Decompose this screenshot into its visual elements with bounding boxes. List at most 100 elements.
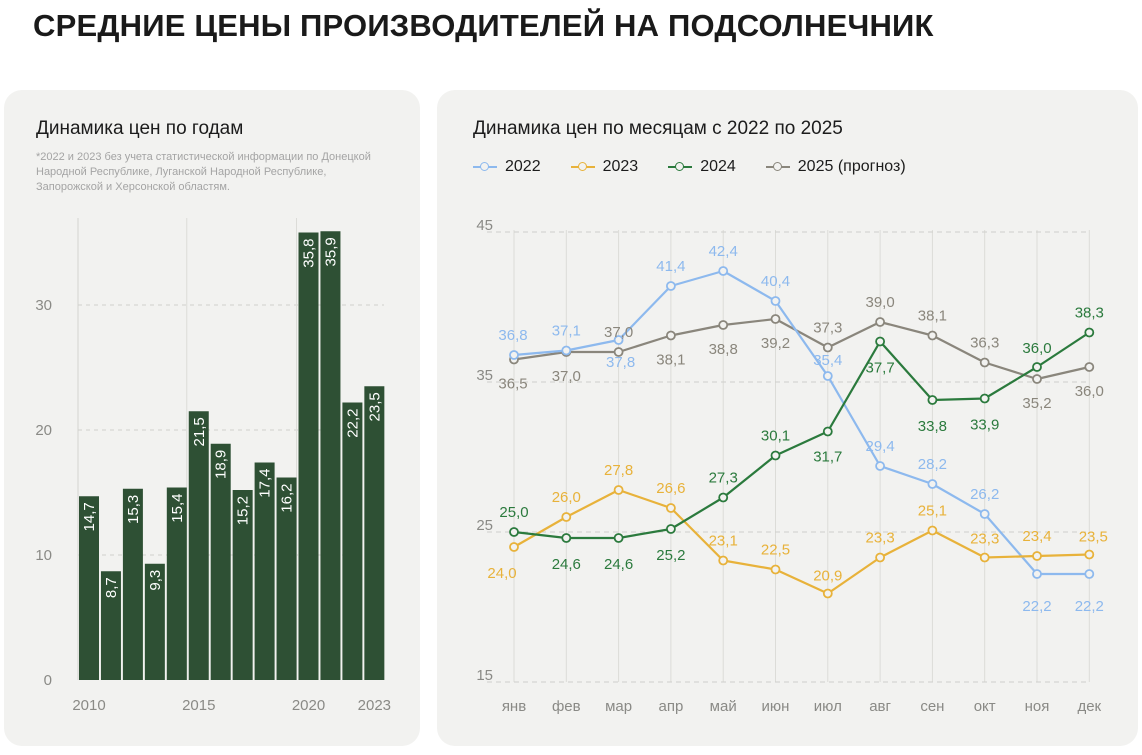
line-series-2024 bbox=[513, 331, 1090, 540]
data-label: 25,1 bbox=[918, 503, 947, 520]
data-label: 38,3 bbox=[1075, 305, 1104, 322]
data-label: 23,3 bbox=[865, 530, 894, 547]
data-label: 42,4 bbox=[709, 243, 738, 260]
monthly-chart-card: Динамика цен по месяцам с 2022 по 2025 2… bbox=[437, 90, 1138, 746]
data-point bbox=[875, 461, 886, 471]
data-label: 23,3 bbox=[970, 531, 999, 548]
data-label: 39,2 bbox=[761, 335, 790, 352]
data-point bbox=[665, 524, 676, 534]
legend-item: 2023 bbox=[570, 158, 639, 176]
data-point bbox=[1084, 362, 1095, 372]
data-point bbox=[1032, 551, 1042, 561]
data-label: 33,8 bbox=[918, 418, 947, 435]
data-point bbox=[718, 320, 729, 330]
data-label: 35,2 bbox=[1022, 395, 1051, 412]
x-tick-label: май bbox=[710, 698, 737, 715]
line-series-2023 bbox=[513, 488, 1090, 595]
bar-2019 bbox=[276, 477, 297, 680]
bar-value-label: 21,5 bbox=[191, 417, 208, 446]
data-label: 37,0 bbox=[552, 368, 581, 385]
legend-marker bbox=[480, 162, 489, 171]
data-label: 25,0 bbox=[499, 504, 528, 521]
data-point bbox=[822, 342, 833, 353]
y-tick-label: 0 bbox=[44, 672, 52, 689]
bar-2023 bbox=[364, 386, 385, 680]
data-point bbox=[561, 533, 572, 543]
data-label: 36,8 bbox=[498, 327, 527, 344]
data-point bbox=[1032, 374, 1042, 384]
bar-value-label: 17,4 bbox=[257, 469, 274, 498]
bar-value-label: 9,3 bbox=[147, 570, 164, 591]
data-label: 22,2 bbox=[1022, 598, 1051, 615]
x-tick-label: 2015 bbox=[182, 697, 215, 714]
bar-2020 bbox=[298, 232, 319, 680]
data-point bbox=[561, 345, 572, 356]
data-label: 24,0 bbox=[487, 565, 516, 582]
data-label: 33,9 bbox=[970, 417, 999, 434]
x-tick-label: дек bbox=[1077, 698, 1101, 715]
yearly-chart-card: Динамика цен по годам *2022 и 2023 без у… bbox=[4, 90, 420, 746]
data-label: 27,8 bbox=[604, 462, 633, 479]
bar-value-label: 14,7 bbox=[81, 502, 98, 531]
legend-marker bbox=[577, 162, 587, 171]
data-point bbox=[613, 533, 624, 543]
data-point bbox=[1032, 569, 1042, 579]
bar-2016 bbox=[210, 443, 231, 680]
data-label: 22,2 bbox=[1075, 598, 1104, 615]
data-label: 23,5 bbox=[1079, 529, 1108, 546]
bar-2021 bbox=[320, 231, 341, 680]
bar-2013 bbox=[144, 563, 165, 680]
data-point bbox=[875, 552, 886, 563]
legend-label: 2023 bbox=[602, 158, 639, 175]
page-title: СРЕДНИЕ ЦЕНЫ ПРОИЗВОДИТЕЛЕЙ НА ПОДСОЛНЕЧ… bbox=[33, 8, 934, 43]
data-point bbox=[770, 450, 781, 461]
legend-label: 2022 bbox=[505, 158, 541, 175]
legend-marker bbox=[675, 162, 685, 171]
yearly-bar-chart: 0 10 20 30 14,7 8,7 15,3 9,3 15,4 21,5 18,9 15,2 17,… bbox=[35, 218, 391, 714]
legend-label: 2024 bbox=[700, 158, 736, 175]
data-label: 28,2 bbox=[918, 456, 947, 473]
data-label: 30,1 bbox=[761, 428, 790, 445]
data-point bbox=[1032, 362, 1042, 372]
y-tick-label: 35 bbox=[476, 367, 493, 384]
chart-legend: 2022 2023 2024 2025 (прогноз) bbox=[473, 158, 906, 176]
data-point bbox=[665, 281, 676, 291]
x-tick-label: окт bbox=[974, 698, 996, 715]
x-tick-label: 2010 bbox=[72, 697, 105, 714]
x-tick-label: ноя bbox=[1025, 698, 1050, 715]
line-series-2025 bbox=[513, 317, 1090, 381]
bar-2011 bbox=[100, 571, 121, 680]
bar-value-label: 16,2 bbox=[279, 484, 296, 513]
data-point bbox=[509, 350, 519, 360]
bar-value-label: 35,8 bbox=[301, 239, 318, 268]
data-label: 36,0 bbox=[1022, 340, 1051, 357]
data-point bbox=[927, 395, 938, 405]
legend-swatch bbox=[668, 162, 693, 172]
y-tick-label: 25 bbox=[476, 517, 493, 534]
data-point bbox=[979, 509, 990, 519]
bar-value-label: 35,9 bbox=[322, 237, 339, 266]
bar-2010 bbox=[79, 496, 99, 680]
data-point bbox=[1084, 327, 1095, 338]
bar-value-label: 15,2 bbox=[235, 496, 252, 525]
data-label: 24,6 bbox=[604, 556, 633, 573]
x-tick-label: 2020 bbox=[292, 697, 325, 714]
bar-2018 bbox=[254, 462, 275, 680]
data-label: 36,5 bbox=[498, 376, 527, 393]
y-tick-label: 10 bbox=[35, 547, 52, 564]
data-point bbox=[718, 266, 729, 276]
legend-item: 2022 bbox=[473, 158, 541, 176]
data-label: 24,6 bbox=[552, 556, 581, 573]
data-label: 41,4 bbox=[656, 258, 685, 275]
legend-swatch bbox=[473, 162, 497, 172]
data-point bbox=[1084, 549, 1095, 560]
y-tick-label: 30 bbox=[35, 297, 52, 314]
data-label: 27,3 bbox=[709, 470, 738, 487]
data-label: 23,1 bbox=[709, 533, 738, 550]
data-label: 38,1 bbox=[918, 308, 947, 325]
data-point bbox=[979, 393, 990, 404]
data-point bbox=[509, 542, 519, 552]
data-label: 26,2 bbox=[970, 486, 999, 503]
legend-item: 2024 bbox=[668, 158, 736, 176]
data-point bbox=[770, 296, 781, 306]
